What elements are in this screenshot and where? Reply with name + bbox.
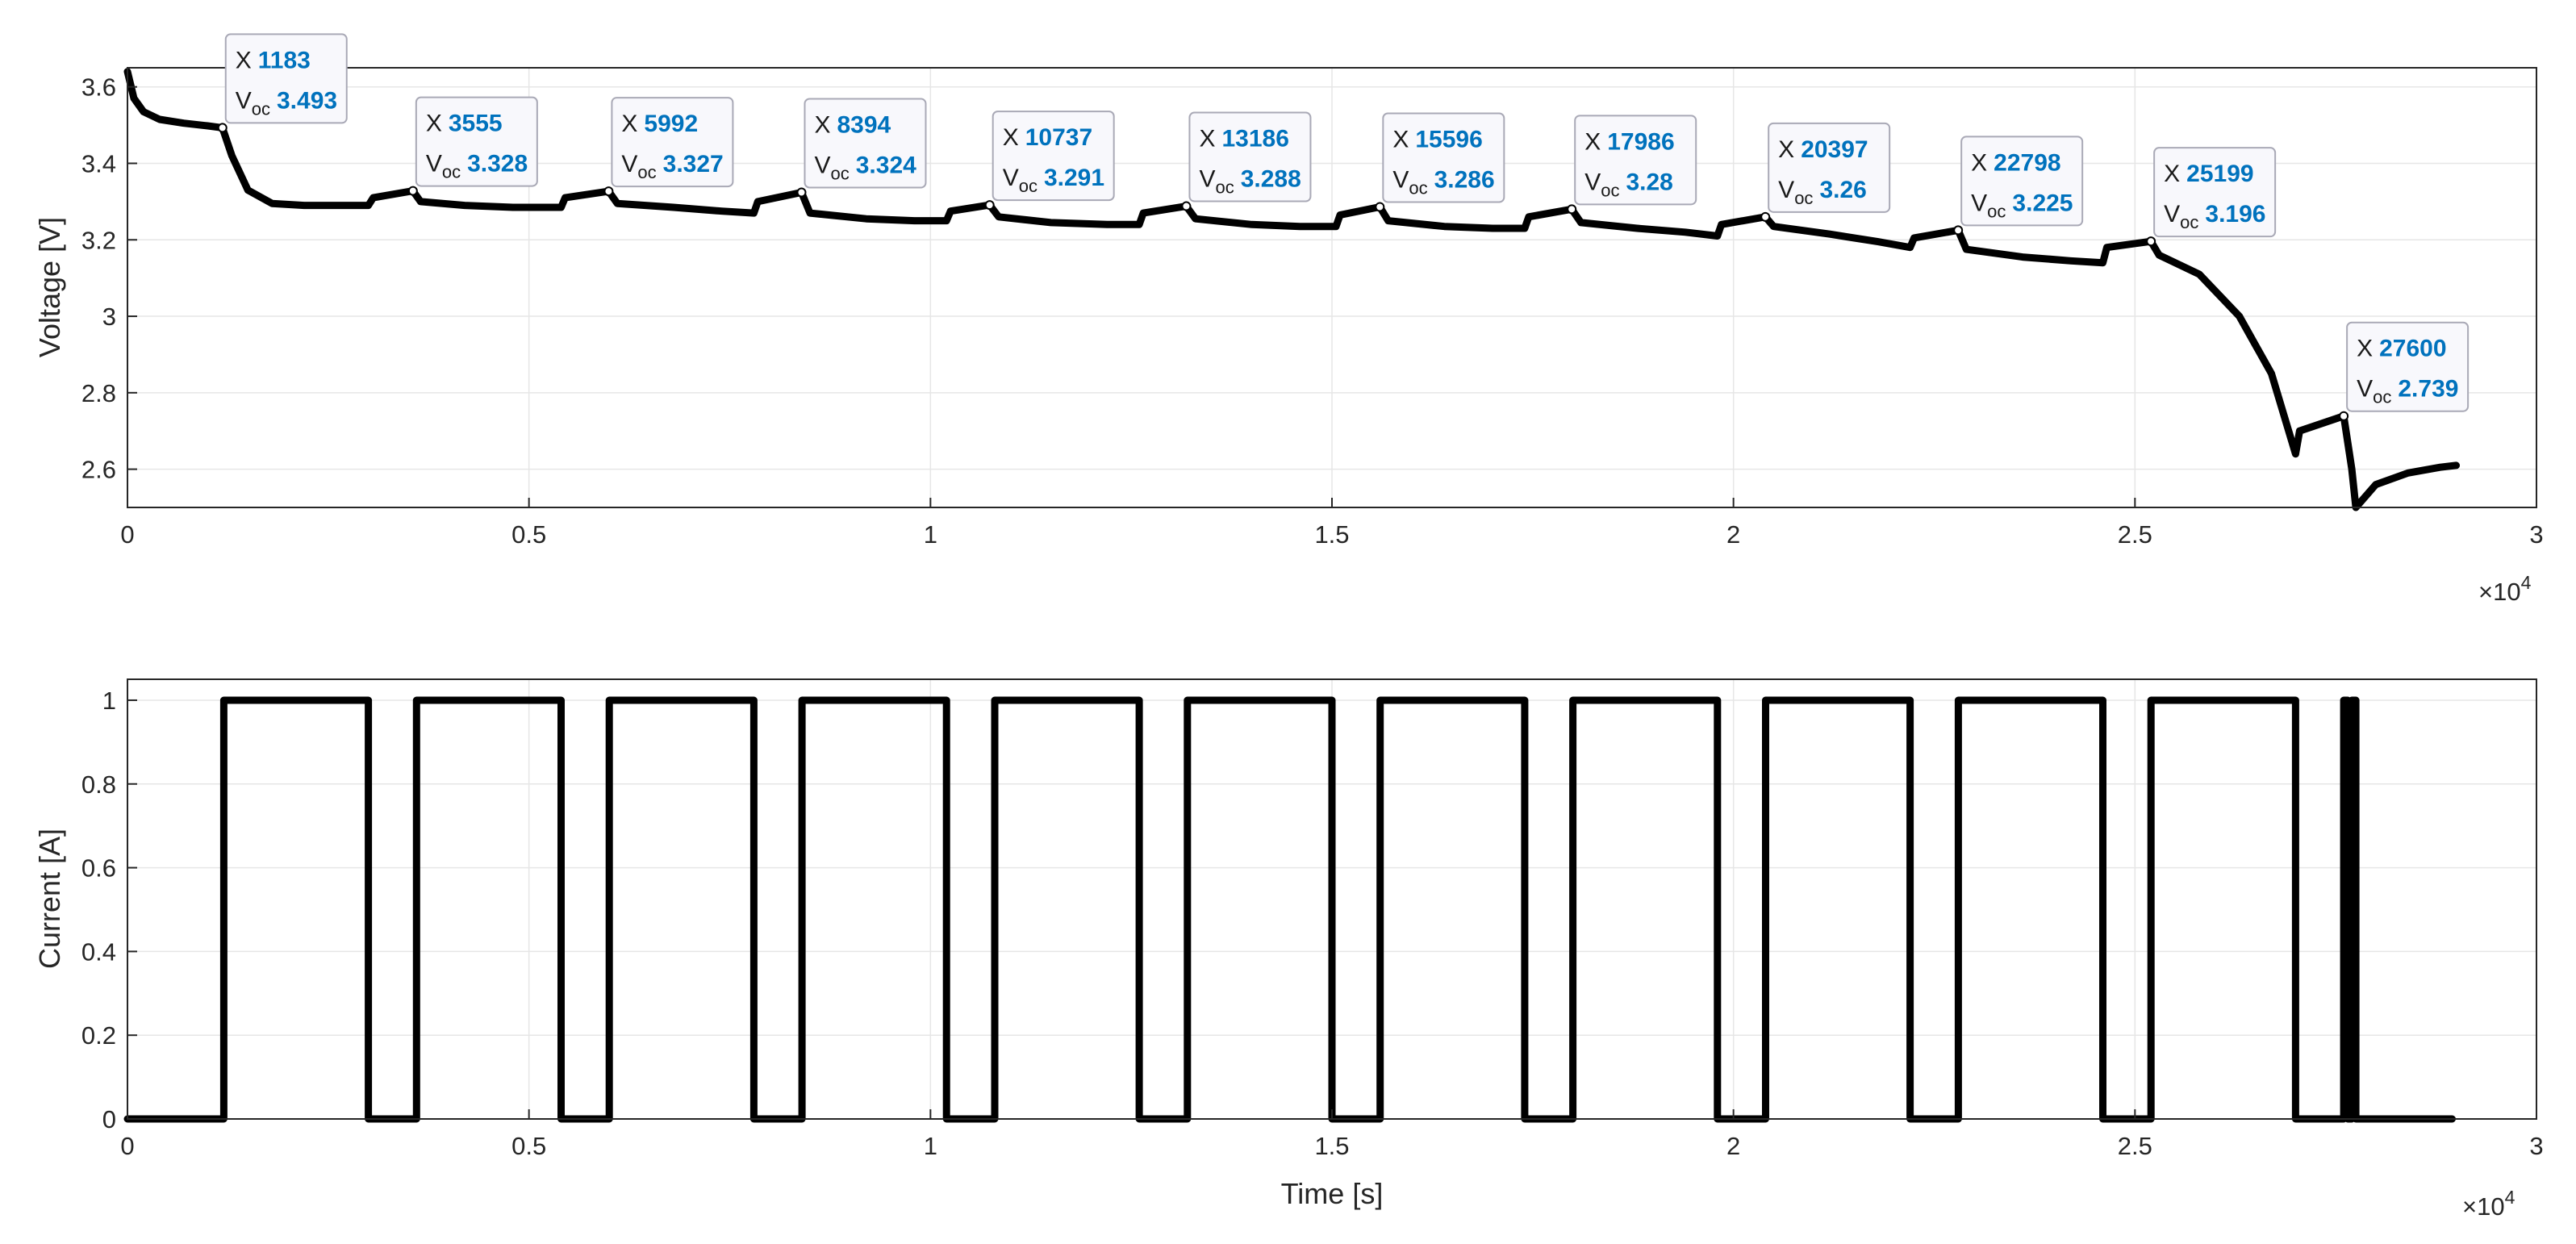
datatip-marker	[1953, 225, 1964, 236]
datatip[interactable]: X 20397 Voc 3.26	[1760, 122, 1891, 222]
datatip-marker	[407, 186, 418, 196]
datatip-x-row: X 27600	[2357, 336, 2446, 362]
voltage-ticks: 0 0.5 1 1.5 2 2.5 3 2.6 2.8 3 3.2 3.4 3.6	[81, 73, 2544, 549]
datatip-box	[992, 111, 1115, 202]
datatip-voc-row: Voc 3.196	[2164, 201, 2265, 232]
voltage-x-exponent: ×104	[2478, 572, 2532, 606]
current-y-tick-label: 1	[102, 687, 116, 715]
datatip[interactable]: X 13186 Voc 3.288	[1181, 111, 1312, 211]
datatip-marker	[1181, 201, 1192, 211]
datatip-marker	[1375, 202, 1385, 212]
datatip-box	[1768, 122, 1891, 213]
datatip-box	[2346, 321, 2470, 412]
datatip[interactable]: X 17986 Voc 3.28	[1567, 115, 1697, 215]
datatip-x-row: X 1183	[236, 47, 311, 73]
datatip-voc-row: Voc 3.28	[1584, 169, 1673, 200]
datatip[interactable]: X 15596 Voc 3.286	[1375, 112, 1505, 212]
datatip[interactable]: X 1183 Voc 3.493	[217, 33, 348, 133]
voltage-x-tick-label: 2	[1726, 520, 1740, 549]
current-x-tick-label: 2.5	[2118, 1132, 2152, 1160]
voltage-y-tick-label: 3.4	[81, 149, 116, 177]
current-axes: 0 0.5 1 1.5 2 2.5 300.20.40.60.81 Current [A] …	[33, 678, 2544, 1221]
datatip-marker	[1760, 211, 1771, 222]
datatip-voc-row: Voc 3.288	[1199, 166, 1301, 198]
datatip-marker	[1567, 204, 1577, 215]
datatip-x-row: X 3555	[426, 111, 503, 137]
current-x-exponent: ×104	[2462, 1187, 2515, 1221]
datatip-marker	[2339, 411, 2349, 421]
current-x-tick-label: 0.5	[511, 1132, 546, 1160]
datatip-voc-row: Voc 3.26	[1778, 177, 1867, 208]
datatip-voc-row: Voc 3.324	[814, 152, 916, 183]
voltage-y-tick-label: 3.6	[81, 73, 116, 102]
datatip-box	[2153, 147, 2277, 238]
current-y-axis-label: Current [A]	[33, 829, 66, 969]
current-x-axis-label: Time [s]	[1281, 1177, 1384, 1210]
datatip[interactable]: X 5992 Voc 3.327	[603, 97, 734, 197]
datatip[interactable]: X 25199 Voc 3.196	[2146, 147, 2277, 247]
datatip-marker	[984, 200, 995, 211]
datatip-marker	[603, 186, 614, 197]
datatip-voc-row: Voc 3.493	[236, 87, 337, 119]
datatip-voc-row: Voc 3.225	[1971, 190, 2073, 221]
datatip-voc-row: Voc 3.291	[1003, 165, 1104, 196]
voltage-axes: 0 0.5 1 1.5 2 2.5 3 2.6 2.8 3 3.2 3.4 3.6 X 1183 Voc 3.…	[33, 33, 2544, 606]
current-y-tick-label: 0.2	[81, 1021, 116, 1050]
datatip-x-row: X 8394	[814, 111, 891, 138]
datatip-marker	[217, 123, 228, 133]
datatip-box	[1960, 136, 2084, 227]
datatip[interactable]: X 10737 Voc 3.291	[984, 111, 1115, 211]
datatip-x-row: X 13186	[1199, 126, 1288, 152]
datatip-voc-row: Voc 3.327	[621, 151, 723, 182]
current-y-tick-label: 0.4	[81, 937, 116, 966]
voltage-x-tick-label: 0	[120, 520, 134, 549]
voltage-x-tick-label: 2.5	[2118, 520, 2152, 549]
current-y-tick-label: 0.6	[81, 854, 116, 883]
voltage-y-tick-label: 3.2	[81, 226, 116, 254]
datatip-voc-row: Voc 2.739	[2357, 376, 2458, 407]
voltage-x-tick-label: 1.5	[1314, 520, 1349, 549]
datatip-box	[224, 33, 348, 124]
voltage-y-tick-label: 2.6	[81, 456, 116, 484]
datatip-voc-row: Voc 3.328	[426, 151, 528, 182]
voltage-series	[123, 68, 2460, 511]
current-ticks: 0 0.5 1 1.5 2 2.5 3 0 0.2 0.4 0.6 0.8 1	[81, 687, 2544, 1160]
current-x-tick-label: 0	[120, 1132, 134, 1160]
datatip[interactable]: X 22798 Voc 3.225	[1953, 136, 2084, 236]
current-x-tick-label: 1	[924, 1132, 937, 1160]
voltage-x-tick-label: 1	[924, 520, 937, 549]
datatip-marker	[2146, 236, 2156, 247]
datatip[interactable]: X 8394 Voc 3.324	[796, 98, 927, 198]
current-x-tick-label: 1.5	[1314, 1132, 1349, 1160]
datatip-box	[1574, 115, 1697, 206]
datatip-x-row: X 17986	[1584, 128, 1674, 155]
current-y-tick-label: 0.8	[81, 770, 116, 799]
voltage-x-tick-label: 0.5	[511, 520, 546, 549]
voltage-line	[123, 68, 2460, 511]
datatip-x-row: X 5992	[621, 111, 698, 137]
current-x-tick-label: 3	[2529, 1132, 2543, 1160]
voltage-y-tick-label: 3	[102, 303, 116, 331]
datatip-x-row: X 10737	[1003, 124, 1092, 151]
datatip-box	[611, 97, 734, 188]
datatip-box	[1188, 111, 1312, 202]
datatip-x-row: X 22798	[1971, 149, 2060, 176]
datatip-voc-row: Voc 3.286	[1392, 167, 1494, 198]
datatip[interactable]: X 27600 Voc 2.739	[2339, 321, 2470, 421]
datatip-x-row: X 25199	[2164, 161, 2253, 187]
datatip-x-row: X 15596	[1392, 127, 1482, 153]
datatip-box	[804, 98, 927, 189]
voltage-x-tick-label: 3	[2529, 520, 2543, 549]
datatip-box	[1382, 112, 1505, 203]
current-x-tick-label: 2	[1726, 1132, 1740, 1160]
datatip-x-row: X 20397	[1778, 136, 1868, 163]
datatip-box	[415, 96, 538, 187]
voltage-y-axis-label: Voltage [V]	[33, 217, 66, 357]
current-y-tick-label: 0	[102, 1105, 116, 1133]
datatip-marker	[796, 187, 807, 198]
voltage-y-tick-label: 2.8	[81, 379, 116, 407]
datatip[interactable]: X 3555 Voc 3.328	[407, 96, 538, 196]
